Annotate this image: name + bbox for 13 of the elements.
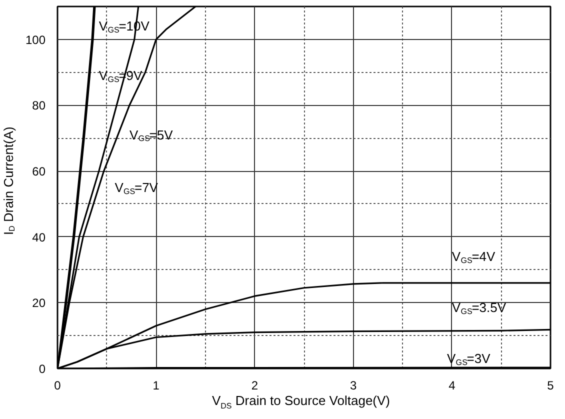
x-axis-title: V$_{DS}$ Drain to Source Voltage(V) (210, 392, 392, 412)
x-tick-label: 1 (152, 378, 160, 392)
y-tick-label: 40 (32, 230, 46, 244)
x-tick-label: 2 (251, 378, 258, 392)
y-tick-label: 100 (25, 32, 46, 47)
x-tick-label: 5 (547, 378, 554, 392)
y-tick-label: 0 (38, 362, 46, 376)
x-tick-label: 4 (448, 378, 456, 392)
y-tick-label: 60 (32, 164, 46, 179)
x-tick-label: 3 (350, 378, 357, 392)
y-tick-label: 20 (32, 296, 46, 310)
x-tick-label: 0 (54, 378, 62, 392)
y-tick-label: 80 (32, 98, 46, 113)
